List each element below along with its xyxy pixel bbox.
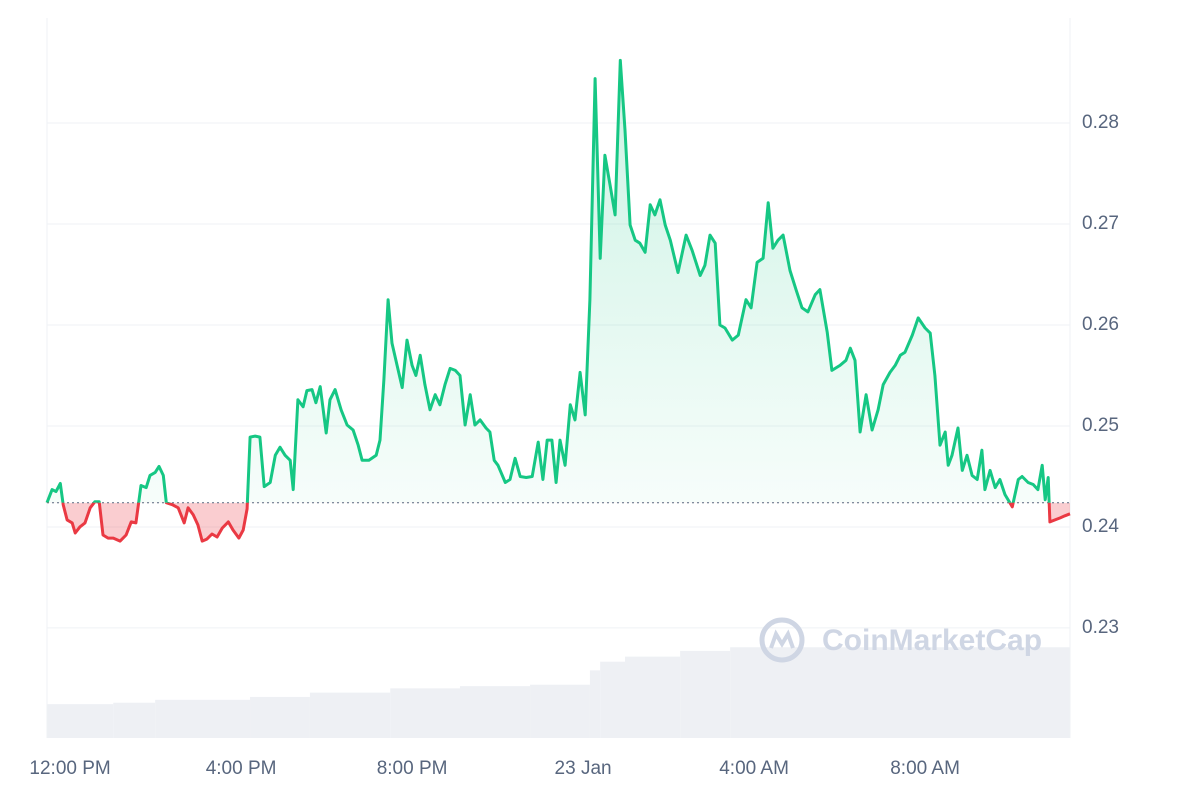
x-tick-label: 23 Jan bbox=[555, 758, 612, 779]
volume-bar bbox=[113, 702, 156, 738]
x-tick-label: 4:00 PM bbox=[206, 758, 277, 779]
x-tick-label: 4:00 AM bbox=[719, 758, 789, 779]
y-tick-label: 0.24 bbox=[1082, 516, 1119, 537]
volume-bar bbox=[600, 661, 625, 738]
volume-bar bbox=[589, 670, 601, 738]
watermark: CoinMarketCap bbox=[759, 617, 1042, 663]
price-line-up bbox=[45, 58, 1051, 503]
volume-bar bbox=[730, 647, 1070, 738]
y-tick-label: 0.25 bbox=[1082, 415, 1119, 436]
price-line-down bbox=[47, 502, 1071, 543]
volume-bar bbox=[624, 656, 681, 738]
y-tick-label: 0.28 bbox=[1082, 112, 1119, 133]
volume-bar bbox=[250, 696, 310, 738]
volume-bar bbox=[530, 684, 590, 738]
volume-bar bbox=[680, 650, 731, 738]
volume-bar bbox=[47, 704, 114, 738]
x-tick-label: 8:00 PM bbox=[377, 758, 448, 779]
volume-bar bbox=[155, 699, 251, 738]
volume-bar bbox=[459, 686, 531, 738]
x-tick-label: 8:00 AM bbox=[890, 758, 960, 779]
x-tick-label: 12:00 PM bbox=[29, 758, 110, 779]
y-tick-label: 0.26 bbox=[1082, 314, 1119, 335]
volume-bar bbox=[309, 692, 391, 738]
y-tick-label: 0.27 bbox=[1082, 213, 1119, 234]
area-up bbox=[47, 60, 1070, 503]
volume-bar bbox=[390, 688, 460, 738]
y-tick-label: 0.23 bbox=[1082, 617, 1119, 638]
watermark-text: CoinMarketCap bbox=[822, 624, 1042, 657]
